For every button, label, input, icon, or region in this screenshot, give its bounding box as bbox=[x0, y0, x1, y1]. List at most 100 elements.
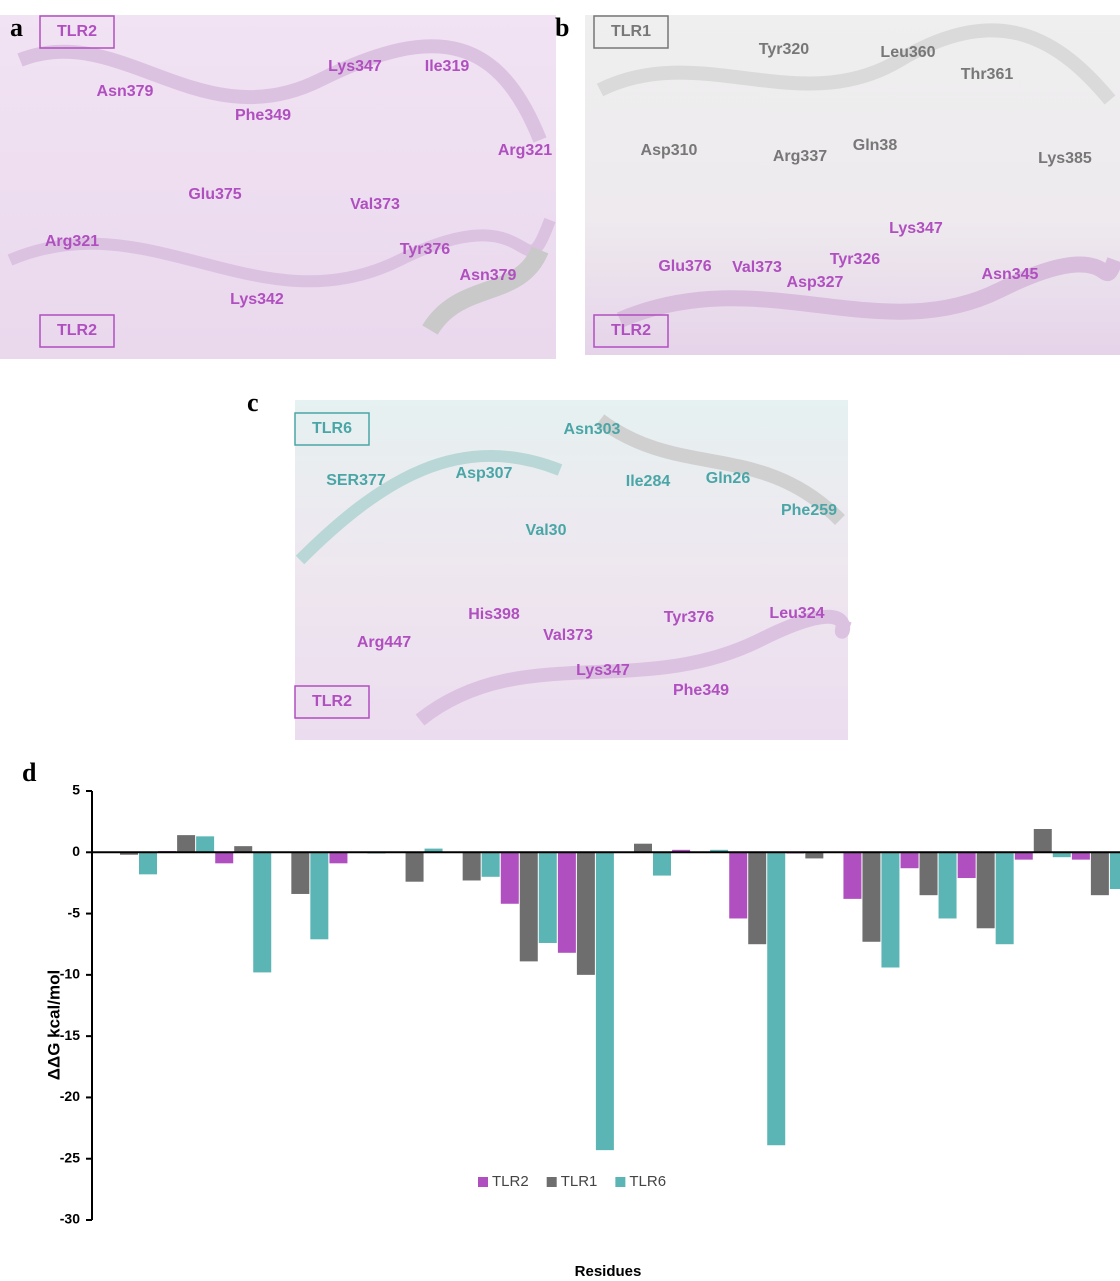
bar bbox=[577, 852, 595, 975]
bar bbox=[520, 852, 538, 961]
y-tick-label: -30 bbox=[60, 1211, 80, 1227]
y-tick-label: -5 bbox=[68, 904, 81, 920]
panel-letter: a bbox=[10, 13, 23, 42]
bar bbox=[767, 852, 785, 1145]
bar bbox=[1015, 852, 1033, 859]
residue-label: Leu324 bbox=[769, 605, 824, 622]
residue-label: Leu360 bbox=[880, 44, 935, 61]
bar bbox=[748, 852, 766, 944]
residue-label: Tyr320 bbox=[759, 41, 810, 58]
x-axis-label: Residues bbox=[575, 1263, 642, 1280]
residue-label: Thr361 bbox=[961, 66, 1014, 83]
residue-label: Phe349 bbox=[235, 107, 291, 124]
panel-letter: c bbox=[247, 388, 259, 417]
panel-b-image bbox=[585, 15, 1120, 355]
residue-label: Ile319 bbox=[425, 58, 470, 75]
bar bbox=[1072, 852, 1090, 859]
y-tick-label: -25 bbox=[60, 1149, 80, 1165]
residue-label: Ile284 bbox=[626, 473, 671, 490]
residue-label: Tyr376 bbox=[400, 241, 451, 258]
bar bbox=[1034, 829, 1052, 852]
residue-label: His398 bbox=[468, 606, 520, 623]
panel-c-image bbox=[295, 400, 848, 740]
residue-label: Val373 bbox=[732, 259, 782, 276]
residue-label: Val30 bbox=[526, 522, 567, 539]
bar bbox=[729, 852, 747, 918]
residue-label: Phe349 bbox=[673, 682, 729, 699]
legend-swatch bbox=[478, 1177, 488, 1187]
residue-label: Arg447 bbox=[357, 634, 411, 651]
y-tick-label: -10 bbox=[60, 966, 80, 982]
bar bbox=[920, 852, 938, 895]
bar bbox=[196, 836, 214, 852]
protein-label: TLR2 bbox=[57, 23, 97, 40]
residue-label: Asn379 bbox=[460, 267, 517, 284]
bar bbox=[977, 852, 995, 928]
residue-label: Asp327 bbox=[787, 274, 844, 291]
legend-label: TLR1 bbox=[561, 1173, 598, 1190]
residue-label: Asp310 bbox=[641, 142, 698, 159]
residue-label: Lys347 bbox=[889, 220, 943, 237]
bar bbox=[862, 852, 880, 941]
y-tick-label: -15 bbox=[60, 1027, 80, 1043]
y-tick-label: -20 bbox=[60, 1088, 80, 1104]
bar bbox=[291, 852, 309, 894]
residue-label: Arg321 bbox=[45, 233, 99, 250]
bar bbox=[463, 852, 481, 880]
bar bbox=[939, 852, 957, 918]
bar bbox=[501, 852, 519, 903]
bar bbox=[653, 852, 671, 875]
residue-label: Asn345 bbox=[982, 266, 1039, 283]
bar bbox=[482, 852, 500, 877]
residue-label: Gln38 bbox=[853, 137, 898, 154]
figure: a b c d ΔΔG kcal/mol Residues TLR2 Asn379… bbox=[0, 0, 1120, 1281]
residue-label: Tyr376 bbox=[664, 609, 715, 626]
protein-label: TLR6 bbox=[312, 420, 352, 437]
residue-label: Phe259 bbox=[781, 502, 837, 519]
residue-label: Lys385 bbox=[1038, 150, 1092, 167]
protein-label: TLR2 bbox=[312, 693, 352, 710]
bar bbox=[539, 852, 557, 943]
bar bbox=[1110, 852, 1120, 889]
bar bbox=[310, 852, 328, 939]
bar bbox=[139, 852, 157, 874]
bar bbox=[177, 835, 195, 852]
bar bbox=[215, 852, 233, 863]
legend-swatch bbox=[547, 1177, 557, 1187]
bar bbox=[901, 852, 919, 868]
residue-label: Asp307 bbox=[456, 465, 513, 482]
y-tick-label: 0 bbox=[72, 843, 80, 859]
legend-swatch bbox=[615, 1177, 625, 1187]
residue-label: Asn303 bbox=[564, 421, 621, 438]
bar bbox=[558, 852, 576, 953]
residue-label: Lys347 bbox=[328, 58, 382, 75]
bar bbox=[634, 844, 652, 853]
bar bbox=[1091, 852, 1109, 895]
bar bbox=[843, 852, 861, 899]
bar bbox=[253, 852, 271, 972]
y-tick-label: 5 bbox=[72, 782, 80, 798]
residue-label: Arg321 bbox=[498, 142, 552, 159]
protein-label: TLR1 bbox=[611, 23, 651, 40]
residue-label: Val373 bbox=[350, 196, 400, 213]
protein-label: TLR2 bbox=[611, 322, 651, 339]
y-axis-label: ΔΔG kcal/mol bbox=[44, 970, 63, 1080]
residue-label: SER377 bbox=[326, 472, 386, 489]
bar bbox=[996, 852, 1014, 944]
bar bbox=[881, 852, 899, 967]
panel-letter: d bbox=[22, 758, 37, 787]
legend-label: TLR6 bbox=[629, 1173, 666, 1190]
bar bbox=[406, 852, 424, 881]
panel-letter: b bbox=[555, 13, 569, 42]
residue-label: Glu375 bbox=[188, 186, 241, 203]
protein-label: TLR2 bbox=[57, 322, 97, 339]
residue-label: Gln26 bbox=[706, 470, 751, 487]
residue-label: Asn379 bbox=[97, 83, 154, 100]
residue-label: Glu376 bbox=[658, 258, 711, 275]
legend-label: TLR2 bbox=[492, 1173, 529, 1190]
residue-label: Val373 bbox=[543, 627, 593, 644]
bar bbox=[958, 852, 976, 878]
residue-label: Arg337 bbox=[773, 148, 827, 165]
bar bbox=[596, 852, 614, 1150]
residue-label: Lys342 bbox=[230, 291, 284, 308]
